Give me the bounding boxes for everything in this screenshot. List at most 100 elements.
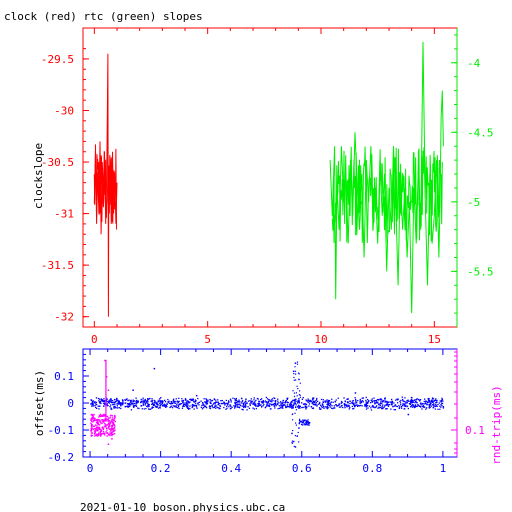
rndtrip-point: [92, 421, 94, 423]
offset-point: [206, 400, 208, 402]
offset-point: [422, 406, 425, 408]
offset-point: [244, 401, 246, 403]
offset-point: [321, 403, 324, 405]
offset-point: [118, 407, 120, 409]
offset-point: [341, 401, 343, 403]
offset-point: [125, 399, 127, 401]
offset-point: [176, 404, 178, 406]
offset-point: [234, 407, 236, 409]
offset-point: [431, 401, 433, 404]
offset-point: [113, 398, 116, 401]
offset-point: [113, 407, 115, 409]
offset-point: [400, 404, 402, 406]
offset-point: [331, 398, 333, 400]
offset-point: [347, 398, 349, 400]
offset-point: [102, 400, 104, 402]
offset-point: [354, 405, 356, 407]
bottom-x-tick-label: 0: [87, 462, 94, 475]
offset-point: [398, 406, 401, 408]
offset-point: [203, 406, 205, 409]
offset-point: [298, 402, 300, 404]
rndtrip-point: [104, 432, 106, 435]
top-right-tick-label: -4.5: [467, 126, 494, 139]
rndtrip-point: [96, 425, 98, 427]
offset-point: [289, 402, 292, 404]
offset-point: [255, 404, 257, 406]
offset-point: [406, 405, 408, 408]
offset-point: [432, 400, 434, 403]
offset-point: [160, 403, 162, 405]
rndtrip-point: [112, 433, 114, 435]
offset-point: [161, 402, 163, 405]
offset-point: [427, 401, 429, 403]
offset-point: [119, 402, 121, 405]
rndtrip-point: [103, 421, 105, 423]
offset-point: [329, 406, 331, 408]
rndtrip-point: [114, 416, 116, 418]
offset-point: [182, 401, 184, 403]
rndtrip-point: [110, 420, 112, 423]
offset-point: [382, 400, 385, 402]
offset-point: [113, 401, 115, 404]
offset-point: [345, 405, 348, 407]
rndtrip-point: [114, 429, 116, 431]
offset-point: [182, 402, 184, 404]
rndtrip-point: [111, 417, 114, 419]
offset-point: [304, 405, 306, 407]
offset-point: [290, 404, 292, 406]
offset-point: [130, 404, 132, 406]
offset-point: [400, 399, 402, 402]
offset-point: [426, 403, 428, 405]
offset-point: [209, 398, 211, 401]
offset-point: [356, 402, 358, 404]
offset-point: [165, 405, 167, 407]
offset-point: [203, 398, 205, 400]
offset-point: [185, 404, 188, 406]
offset-point: [234, 405, 236, 407]
offset-point: [287, 406, 289, 408]
offset-point: [120, 407, 122, 410]
offset-point: [179, 403, 181, 405]
offset-dip-point: [308, 423, 310, 425]
offset-point: [410, 401, 412, 403]
rndtrip-point: [113, 423, 115, 426]
offset-point: [403, 403, 406, 406]
offset-point: [411, 399, 413, 402]
offset-point: [365, 399, 367, 402]
offset-point: [414, 405, 416, 407]
offset-point: [390, 401, 392, 403]
offset-point: [244, 406, 247, 408]
offset-dip-point: [305, 419, 307, 421]
offset-point: [111, 401, 114, 404]
offset-point: [209, 406, 211, 408]
offset-streak-point: [298, 373, 300, 375]
rndtrip-point: [108, 433, 110, 435]
offset-point: [126, 398, 128, 400]
offset-point: [380, 407, 383, 409]
offset-point: [357, 400, 359, 402]
rndtrip-point: [91, 432, 93, 434]
offset-point: [405, 401, 407, 403]
offset-point: [336, 405, 339, 407]
rndtrip-point: [98, 416, 100, 418]
offset-point: [291, 407, 293, 409]
offset-point: [164, 399, 166, 401]
offset-point: [434, 408, 436, 410]
offset-point: [215, 399, 217, 401]
offset-point: [145, 400, 148, 402]
offset-point: [409, 400, 411, 402]
offset-point: [261, 401, 263, 404]
offset-streak-point: [299, 382, 301, 384]
offset-point: [174, 405, 176, 407]
offset-outlier-point: [292, 440, 295, 443]
offset-point: [313, 401, 315, 403]
rndtrip-point: [111, 433, 113, 436]
offset-point: [372, 404, 374, 407]
rndtrip-point: [103, 432, 105, 435]
rndtrip-point: [109, 423, 111, 425]
offset-point: [421, 403, 423, 405]
rndtrip-point: [110, 429, 112, 432]
offset-point: [417, 404, 419, 406]
offset-point: [397, 402, 399, 404]
offset-point: [129, 401, 132, 403]
